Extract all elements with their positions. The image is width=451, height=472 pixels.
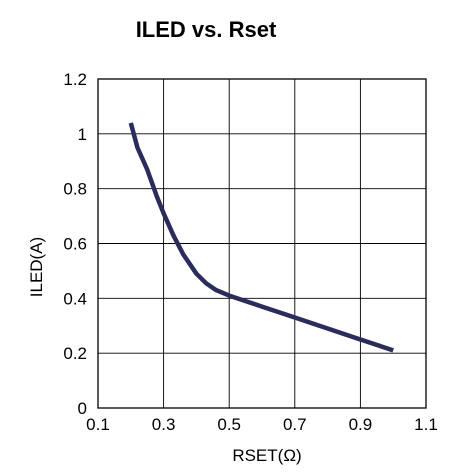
- x-tick-label: 0.9: [349, 415, 373, 434]
- series-line: [128, 122, 394, 353]
- chart-title: ILED vs. Rset: [136, 17, 277, 42]
- y-tick-label: 0.6: [63, 235, 87, 254]
- x-tick-label: 0.5: [217, 415, 241, 434]
- y-tick-label: 0.4: [63, 289, 87, 308]
- x-axis-label: RSET(Ω): [232, 446, 301, 465]
- x-tick-label: 0.3: [152, 415, 176, 434]
- y-tick-label: 1.2: [63, 70, 87, 89]
- x-axis-ticks: 0.1 0.3 0.5 0.7 0.9 1.1: [86, 415, 438, 434]
- y-tick-label: 0.8: [63, 180, 87, 199]
- y-tick-label: 1: [78, 125, 87, 144]
- x-tick-label: 1.1: [414, 415, 438, 434]
- x-tick-label: 0.1: [86, 415, 110, 434]
- y-axis-ticks: 0 0.2 0.4 0.6 0.8 1 1.2: [63, 70, 87, 418]
- y-tick-label: 0.2: [63, 344, 87, 363]
- y-tick-label: 0: [78, 399, 87, 418]
- plot-frame: [97, 78, 427, 409]
- y-axis-label: ILED(A): [27, 237, 46, 297]
- series-layer: [128, 122, 394, 353]
- grid: [98, 79, 426, 408]
- x-tick-label: 0.7: [283, 415, 307, 434]
